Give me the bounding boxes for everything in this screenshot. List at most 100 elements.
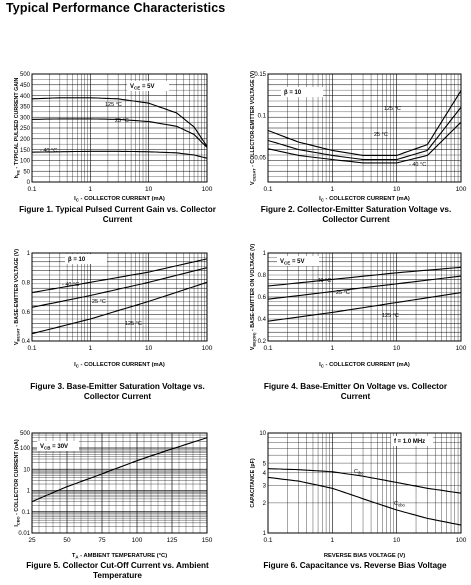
series-line-3 (31, 150, 208, 159)
x-tick-label: 10 (393, 345, 401, 352)
series-label-3: 125 °C (382, 313, 399, 319)
y-tick-label: 0.1 (258, 114, 267, 120)
x-axis-label: IC - COLLECTOR CURRENT (mA) (74, 196, 165, 202)
y-tick-label: 5 (263, 461, 267, 467)
x-tick-label: 125 (167, 537, 178, 544)
figure-4-chart: 0.1 1 10 100 0.2 0.4 0.6 0.8 1 IC - COLLECTOR CUR… (250, 244, 467, 369)
y-tick-label: 250 (20, 126, 31, 132)
y-axis-label: VCESAT - COLLECTOR-EMITTER VOLTAGE (V) (250, 71, 256, 185)
y-tick-label: 0.01 (18, 531, 30, 537)
figure-5-chart: 25 50 75 100 125 150 0.01 0.1 1 10 100 500 TA - AMBI… (14, 431, 213, 559)
x-tick-label: 100 (456, 186, 467, 193)
annotation-bg (65, 254, 107, 264)
x-tick-label: 100 (202, 345, 213, 352)
series-line-3 (267, 121, 462, 164)
y-tick-label: 1 (27, 489, 31, 495)
series-label-3: 125 °C (125, 321, 142, 327)
annotation-label: β = 10 (68, 257, 86, 263)
x-tick-label: 10 (145, 186, 153, 193)
x-axis-label: IC - COLLECTOR CURRENT (mA) (319, 196, 410, 202)
x-axis-label: REVERSE BIAS VOLTAGE (V) (324, 553, 405, 559)
figure-1-chart: 0.1 1 10 100 0 50 100 150 200 250 300 350 400 450 500 I… (14, 72, 213, 202)
y-tick-label: 400 (20, 94, 31, 100)
x-tick-label: 0.1 (27, 345, 36, 352)
y-axis-label: VBE(ON) - BASE-EMITTER ON VOLTAGE (V) (250, 244, 256, 351)
series-line-2 (31, 118, 208, 148)
y-tick-label: 0.6 (22, 310, 31, 316)
figure-2-panel: 0.1 1 10 100 0.05 0.1 0.15 IC - COLLECTOR CURRE… (244, 60, 467, 220)
plot-frame (267, 432, 462, 534)
series-label-2: 25 °C (115, 118, 129, 124)
y-axis-label: ICBO - COLLECTOR CURRENT (nA) (14, 439, 20, 527)
series-label-2: 25 °C (92, 299, 106, 305)
series-line-3 (31, 281, 208, 335)
series-line-1 (267, 90, 462, 156)
series-label-2: Cobo (394, 501, 406, 507)
series-label-2: 25 °C (336, 290, 350, 296)
y-tick-label: 100 (20, 159, 31, 165)
y-tick-label: 450 (20, 83, 31, 89)
annotation-bg (37, 441, 79, 451)
figure-4-panel: 0.1 1 10 100 0.2 0.4 0.6 0.8 1 IC - COLLECTOR CUR… (244, 244, 467, 385)
x-axis-label: IC - COLLECTOR CURRENT (mA) (74, 362, 165, 368)
figure-1-caption: Figure 1. Typical Pulsed Current Gain vs… (19, 205, 216, 224)
x-tick-label: 50 (63, 537, 71, 544)
y-tick-label: 0 (27, 180, 31, 186)
y-tick-label: 150 (20, 148, 31, 154)
series-line-2 (267, 106, 462, 161)
x-tick-label: 100 (456, 345, 467, 352)
figure-4-caption: Figure 4. Base-Emitter On Voltage vs. Co… (263, 382, 448, 401)
x-tick-label: 10 (145, 345, 153, 352)
y-tick-label: 100 (20, 446, 31, 452)
series-label-1: - 40 °C (62, 282, 79, 288)
x-tick-label: 0.1 (263, 537, 272, 544)
page-title: Typical Performance Characteristics (6, 1, 226, 15)
y-tick-label: 0.8 (258, 273, 267, 279)
x-tick-label: 1 (331, 537, 335, 544)
figure-6-caption: Figure 6. Capacitance vs. Reverse Bias V… (263, 561, 447, 570)
series-label-1: Cibo (354, 469, 364, 475)
series-label-3: - 40 °C (40, 148, 57, 154)
figure-3-caption: Figure 3. Base-Emitter Saturation Voltag… (30, 382, 205, 401)
annotation-bg (277, 256, 319, 266)
series-line-3 (267, 292, 462, 322)
x-axis-label: IC - COLLECTOR CURRENT (mA) (319, 362, 410, 368)
plot-frame (267, 252, 462, 342)
annotation-bg (391, 436, 433, 446)
y-axis-label: hFE - TYPICAL PULSED CURRENT GAIN (14, 78, 20, 179)
annotation-bg (127, 81, 169, 91)
annotation-label: VCB = 30V (40, 444, 68, 451)
y-tick-label: 0.1 (22, 510, 31, 516)
y-tick-label: 0.2 (258, 339, 267, 345)
x-axis-label: TA - AMBIENT TEMPERATURE (°C) (72, 553, 167, 559)
x-tick-label: 100 (132, 537, 143, 544)
y-tick-label: 350 (20, 105, 31, 111)
y-tick-label: 0.6 (258, 295, 267, 301)
plot-frame (31, 73, 208, 183)
series-line-2 (267, 275, 462, 300)
x-tick-label: 1 (89, 345, 93, 352)
figure-3-panel: 0.1 1 10 100 0.4 0.6 0.8 1 IC - COLLECTOR CURREN… (10, 245, 225, 385)
y-tick-label: 0.05 (254, 155, 266, 161)
y-tick-label: 0.8 (22, 281, 31, 287)
y-tick-label: 1 (263, 251, 267, 257)
y-tick-label: 1 (263, 531, 267, 537)
x-tick-label: 25 (28, 537, 36, 544)
y-tick-label: 10 (259, 431, 266, 437)
series-label-1: 125 °C (105, 102, 122, 108)
x-tick-label: 1 (331, 186, 335, 193)
x-tick-label: 150 (202, 537, 213, 544)
y-tick-label: 1 (27, 251, 31, 257)
annotation-label: VCE = 5V (130, 84, 154, 91)
x-tick-label: 100 (202, 186, 213, 193)
x-tick-label: 10 (393, 186, 401, 193)
x-tick-label: 100 (456, 537, 467, 544)
figure-5-caption: Figure 5. Collector Cut-Off Current vs. … (26, 561, 209, 580)
y-tick-label: 0.4 (258, 317, 267, 323)
series-line-1 (267, 266, 462, 287)
annotation-label: VCE = 5V (280, 259, 304, 266)
figure-5-panel: 25 50 75 100 125 150 0.01 0.1 1 10 100 500 TA - AMBI… (10, 425, 225, 565)
plot-frame (31, 252, 208, 342)
y-tick-label: 500 (20, 431, 31, 437)
